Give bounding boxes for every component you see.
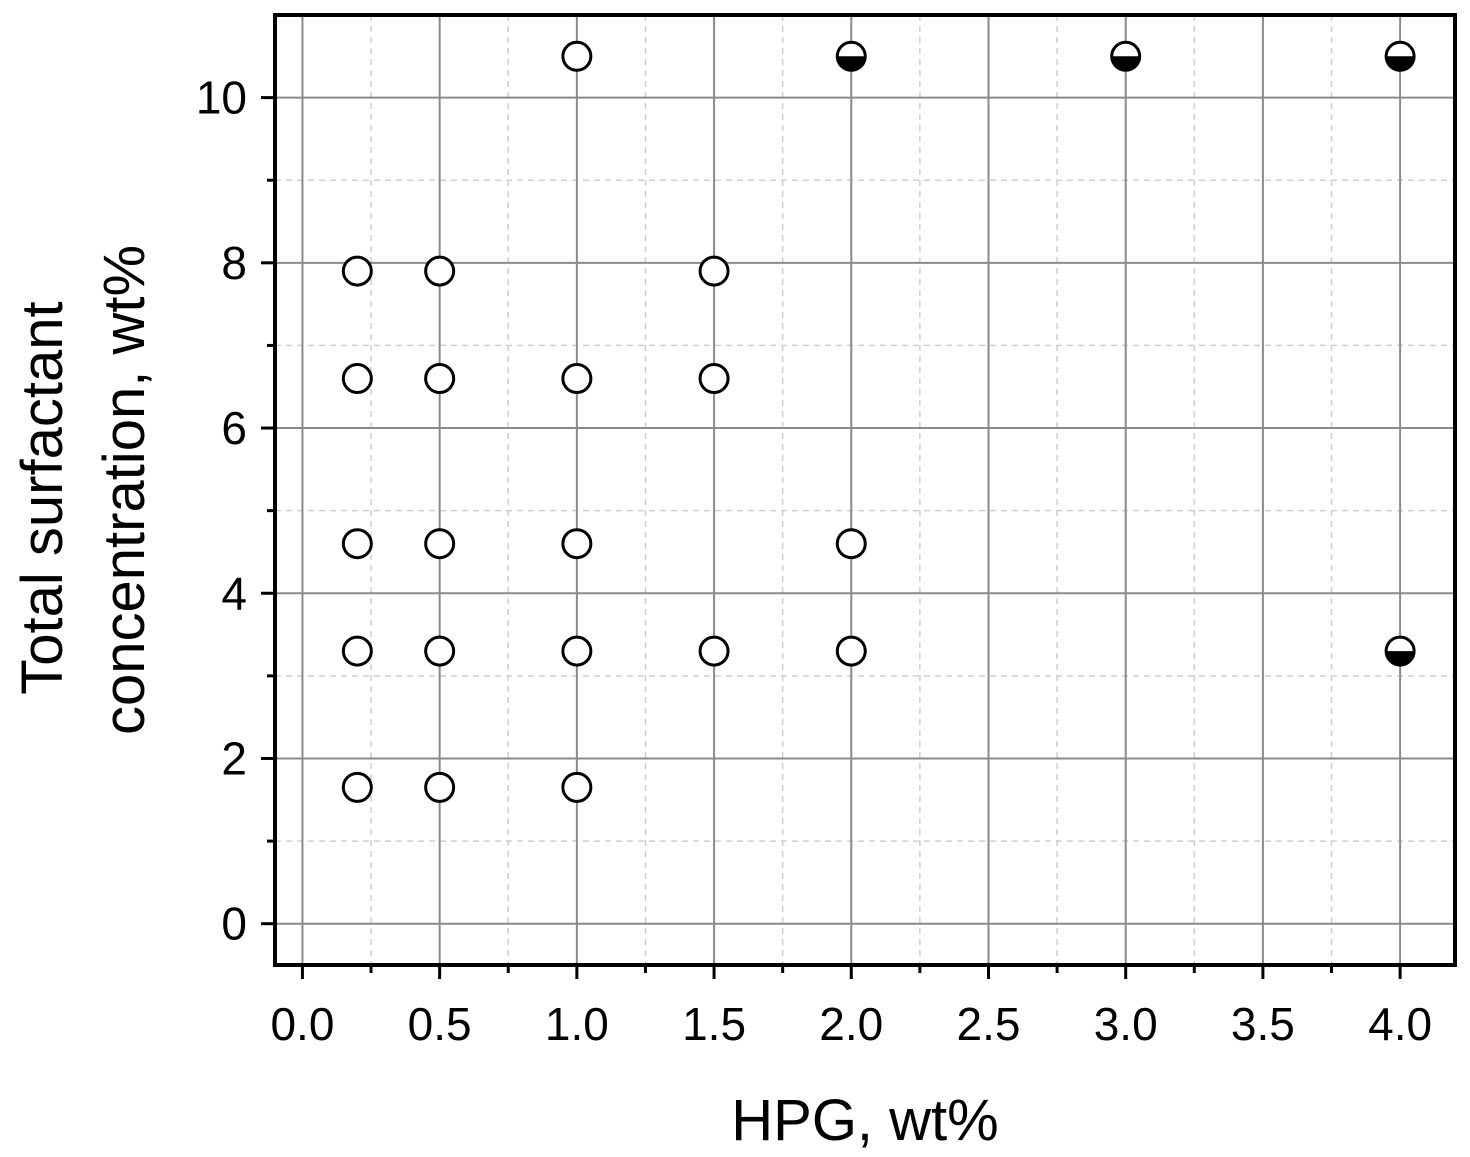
open-circle-point: [341, 255, 373, 287]
point-outline: [1384, 635, 1416, 667]
x-tick-label: 1.0: [545, 998, 609, 1050]
half-filled-circle-point: [1384, 40, 1416, 72]
open-circle-point: [341, 635, 373, 667]
open-circle-point: [424, 362, 456, 394]
x-tick-label: 0.5: [408, 998, 472, 1050]
open-circle-point: [561, 362, 593, 394]
y-tick-label: 2: [221, 732, 247, 784]
open-circle-point: [835, 635, 867, 667]
x-tick-labels: 0.0 0.5 1.0 1.5 2.0 2.5 3.0 3.5 4.0: [270, 998, 1432, 1050]
y-tick-label: 4: [221, 567, 247, 619]
minor-grid: [275, 15, 1455, 965]
open-circle-point: [561, 40, 593, 72]
x-axis-title: HPG, wt%: [731, 1088, 999, 1153]
open-circle-point: [561, 635, 593, 667]
x-tick-label: 0.0: [270, 998, 334, 1050]
x-tick-label: 3.0: [1094, 998, 1158, 1050]
y-tick-labels: 0 2 4 6 8 10: [196, 72, 247, 950]
half-filled-circle-point: [1384, 635, 1416, 667]
open-circle-point: [424, 255, 456, 287]
y-axis-title-line-1: Total surfactant: [10, 301, 75, 694]
open-circle-point: [341, 362, 373, 394]
y-tick-label: 6: [221, 402, 247, 454]
x-tick-label: 3.5: [1231, 998, 1295, 1050]
open-circle-point: [341, 771, 373, 803]
x-tick-label: 1.5: [682, 998, 746, 1050]
open-circle-point: [698, 635, 730, 667]
y-tick-label: 0: [221, 898, 247, 950]
y-axis-title: Total surfactant concentration, wt%: [10, 245, 157, 735]
major-grid: [275, 15, 1455, 965]
x-tick-label: 4.0: [1368, 998, 1432, 1050]
open-circle-point: [698, 362, 730, 394]
open-circle-point: [561, 771, 593, 803]
open-circle-point: [424, 771, 456, 803]
point-outline: [1384, 40, 1416, 72]
y-tick-label: 10: [196, 72, 247, 124]
point-outline: [835, 40, 867, 72]
open-circle-point: [835, 528, 867, 560]
plot-frame: [273, 13, 1457, 967]
y-axis-title-line-2: concentration, wt%: [92, 245, 157, 735]
half-filled-circle-point: [1110, 40, 1142, 72]
x-tick-label: 2.0: [819, 998, 883, 1050]
open-circle-point: [561, 528, 593, 560]
open-circle-point: [424, 635, 456, 667]
data-points: [341, 40, 1416, 803]
open-circle-point: [698, 255, 730, 287]
open-circle-point: [341, 528, 373, 560]
y-tick-label: 8: [221, 237, 247, 289]
half-filled-circle-point: [835, 40, 867, 72]
open-circle-point: [424, 528, 456, 560]
point-outline: [1110, 40, 1142, 72]
x-tick-label: 2.5: [957, 998, 1021, 1050]
